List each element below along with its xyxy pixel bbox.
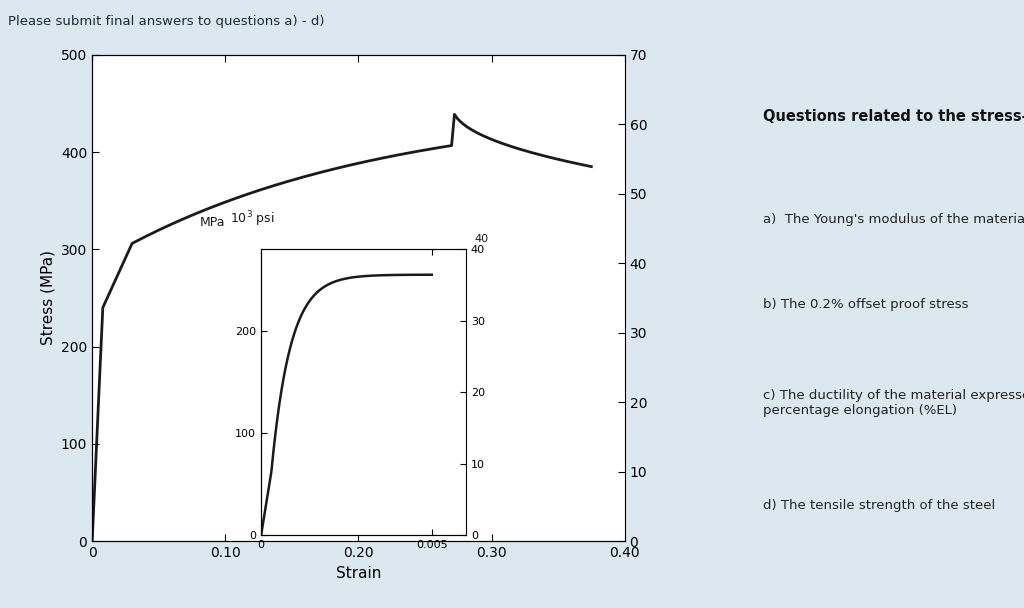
Text: 40: 40	[474, 233, 488, 244]
Y-axis label: Stress (MPa): Stress (MPa)	[40, 250, 55, 345]
Text: MPa: MPa	[200, 216, 225, 229]
Text: d) The tensile strength of the steel: d) The tensile strength of the steel	[764, 499, 995, 511]
Text: $10^3$ psi: $10^3$ psi	[230, 210, 275, 229]
Text: b) The 0.2% offset proof stress: b) The 0.2% offset proof stress	[764, 298, 969, 311]
Text: a)  The Young's modulus of the material: a) The Young's modulus of the material	[764, 213, 1024, 226]
X-axis label: Strain: Strain	[336, 565, 381, 581]
Text: Questions related to the stress-strain curve: Questions related to the stress-strain c…	[764, 109, 1024, 125]
Text: c) The ductility of the material expressed as
percentage elongation (%EL): c) The ductility of the material express…	[764, 389, 1024, 417]
Text: Please submit final answers to questions a) - d): Please submit final answers to questions…	[7, 15, 324, 28]
